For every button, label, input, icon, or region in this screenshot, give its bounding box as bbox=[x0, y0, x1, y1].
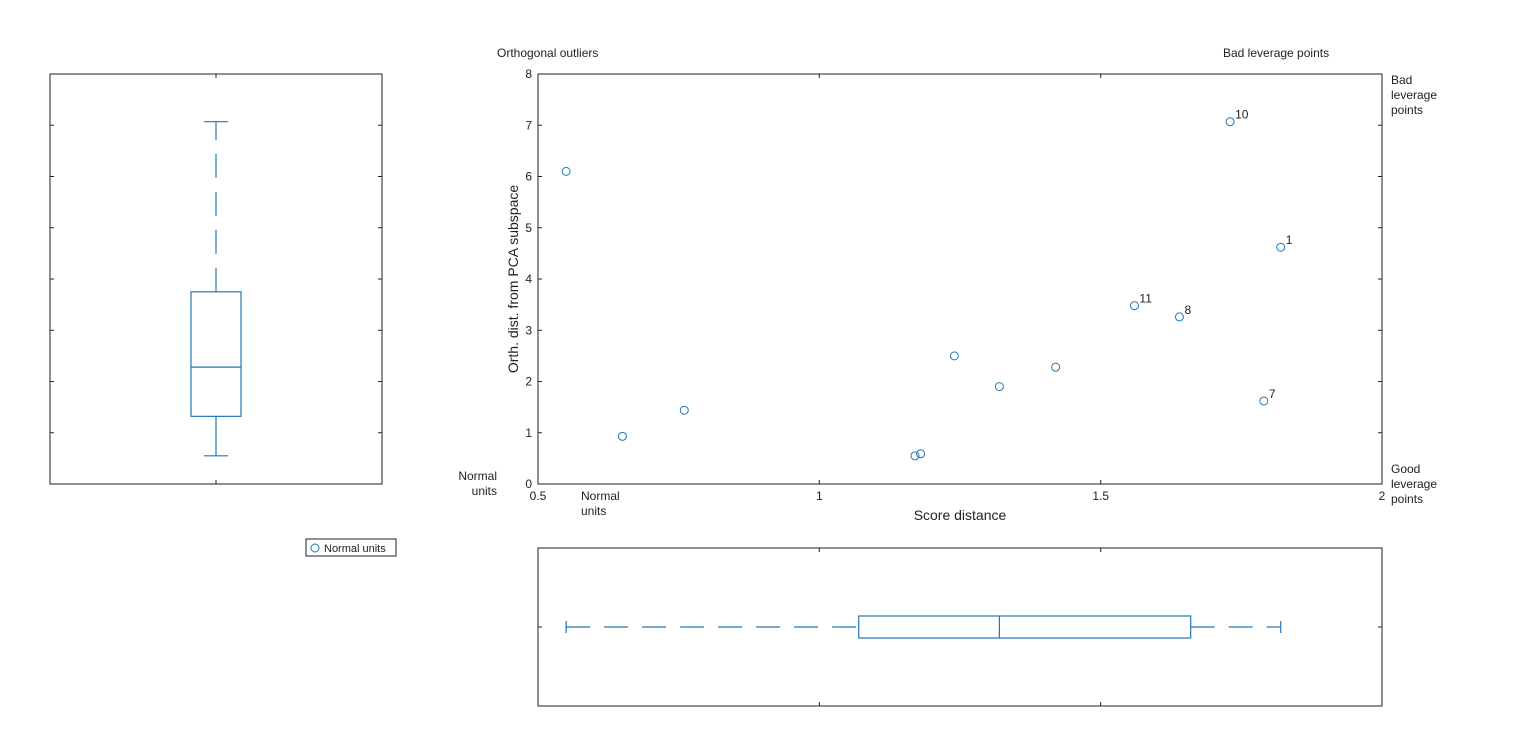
bad-leverage-top-label: Bad leverage points bbox=[1223, 46, 1329, 60]
point-label: 8 bbox=[1184, 303, 1191, 317]
left-boxplot-panel bbox=[49, 73, 383, 485]
y-tick-label: 5 bbox=[525, 221, 532, 235]
scatter-point bbox=[1129, 301, 1139, 311]
good-leverage-right-line-1: Good bbox=[1391, 462, 1420, 476]
x-tick-label: 1 bbox=[816, 489, 823, 503]
y-tick-label: 1 bbox=[525, 426, 532, 440]
scatter-point bbox=[1259, 396, 1269, 406]
scatter-points: 1 7 11 8 10 bbox=[561, 108, 1293, 461]
point-label: 1 bbox=[1286, 233, 1293, 247]
bottom-boxplot-ticks bbox=[538, 548, 1382, 706]
scatter-ticks: 0.5 1 1.5 2 0 1 2 3 4 5 6 7 8 bbox=[525, 67, 1385, 503]
left-boxplot-ticks bbox=[50, 74, 382, 484]
normal-units-bottom-line-2: units bbox=[581, 504, 606, 518]
scatter-point bbox=[679, 405, 689, 415]
x-tick-label: 0.5 bbox=[530, 489, 547, 503]
legend-frame bbox=[305, 538, 397, 557]
y-tick-label: 6 bbox=[525, 170, 532, 184]
y-tick-label: 4 bbox=[525, 272, 532, 286]
scatter-point bbox=[1174, 312, 1184, 322]
point-label: 11 bbox=[1139, 292, 1152, 306]
scatter-point bbox=[949, 351, 959, 361]
y-tick-label: 2 bbox=[525, 375, 532, 389]
left-box-body bbox=[190, 291, 242, 417]
bad-leverage-right-line-2: leverage bbox=[1391, 88, 1437, 102]
bottom-box-body bbox=[858, 615, 1192, 639]
y-tick-label: 3 bbox=[525, 323, 532, 337]
y-tick-label: 7 bbox=[525, 118, 532, 132]
legend-entry-normal-units: Normal units bbox=[324, 543, 386, 555]
bad-leverage-right-line-3: points bbox=[1391, 103, 1423, 117]
scatter-panel: 0.5 1 1.5 2 0 1 2 3 4 5 6 7 8 1 7 11 8 10 Score distance… bbox=[505, 67, 1386, 523]
point-label: 7 bbox=[1269, 387, 1276, 401]
scatter-point bbox=[994, 382, 1004, 392]
orthogonal-outliers-label: Orthogonal outliers bbox=[497, 46, 598, 60]
normal-units-left-line-1: Normal bbox=[458, 469, 497, 483]
normal-units-bottom-line-1: Normal bbox=[581, 489, 620, 503]
bottom-boxplot-panel bbox=[537, 547, 1383, 707]
y-axis-label: Orth. dist. from PCA subspace bbox=[505, 185, 521, 374]
corner-labels: Orthogonal outliers Bad leverage points … bbox=[458, 46, 1437, 518]
y-tick-label: 0 bbox=[525, 477, 532, 491]
x-tick-label: 1.5 bbox=[1092, 489, 1109, 503]
scatter-point bbox=[617, 431, 627, 441]
bottom-boxplot bbox=[565, 615, 1282, 639]
scatter-point bbox=[1276, 242, 1286, 252]
scatter-axes-frame bbox=[537, 73, 1383, 485]
normal-units-left-line-2: units bbox=[472, 484, 497, 498]
bad-leverage-right-line-1: Bad bbox=[1391, 73, 1412, 87]
scatter-point bbox=[561, 166, 571, 176]
legend-marker bbox=[310, 543, 320, 553]
scatter-point bbox=[1225, 117, 1235, 127]
y-tick-label: 8 bbox=[525, 67, 532, 81]
scatter-point bbox=[916, 449, 926, 459]
x-axis-label: Score distance bbox=[914, 507, 1007, 523]
scatter-point bbox=[910, 451, 920, 461]
x-tick-label: 2 bbox=[1379, 489, 1386, 503]
scatter-point bbox=[1051, 362, 1061, 372]
legend: Normal units bbox=[305, 538, 397, 557]
point-label: 10 bbox=[1235, 108, 1249, 122]
left-boxplot bbox=[190, 121, 242, 457]
good-leverage-right-line-3: points bbox=[1391, 492, 1423, 506]
good-leverage-right-line-2: leverage bbox=[1391, 477, 1437, 491]
